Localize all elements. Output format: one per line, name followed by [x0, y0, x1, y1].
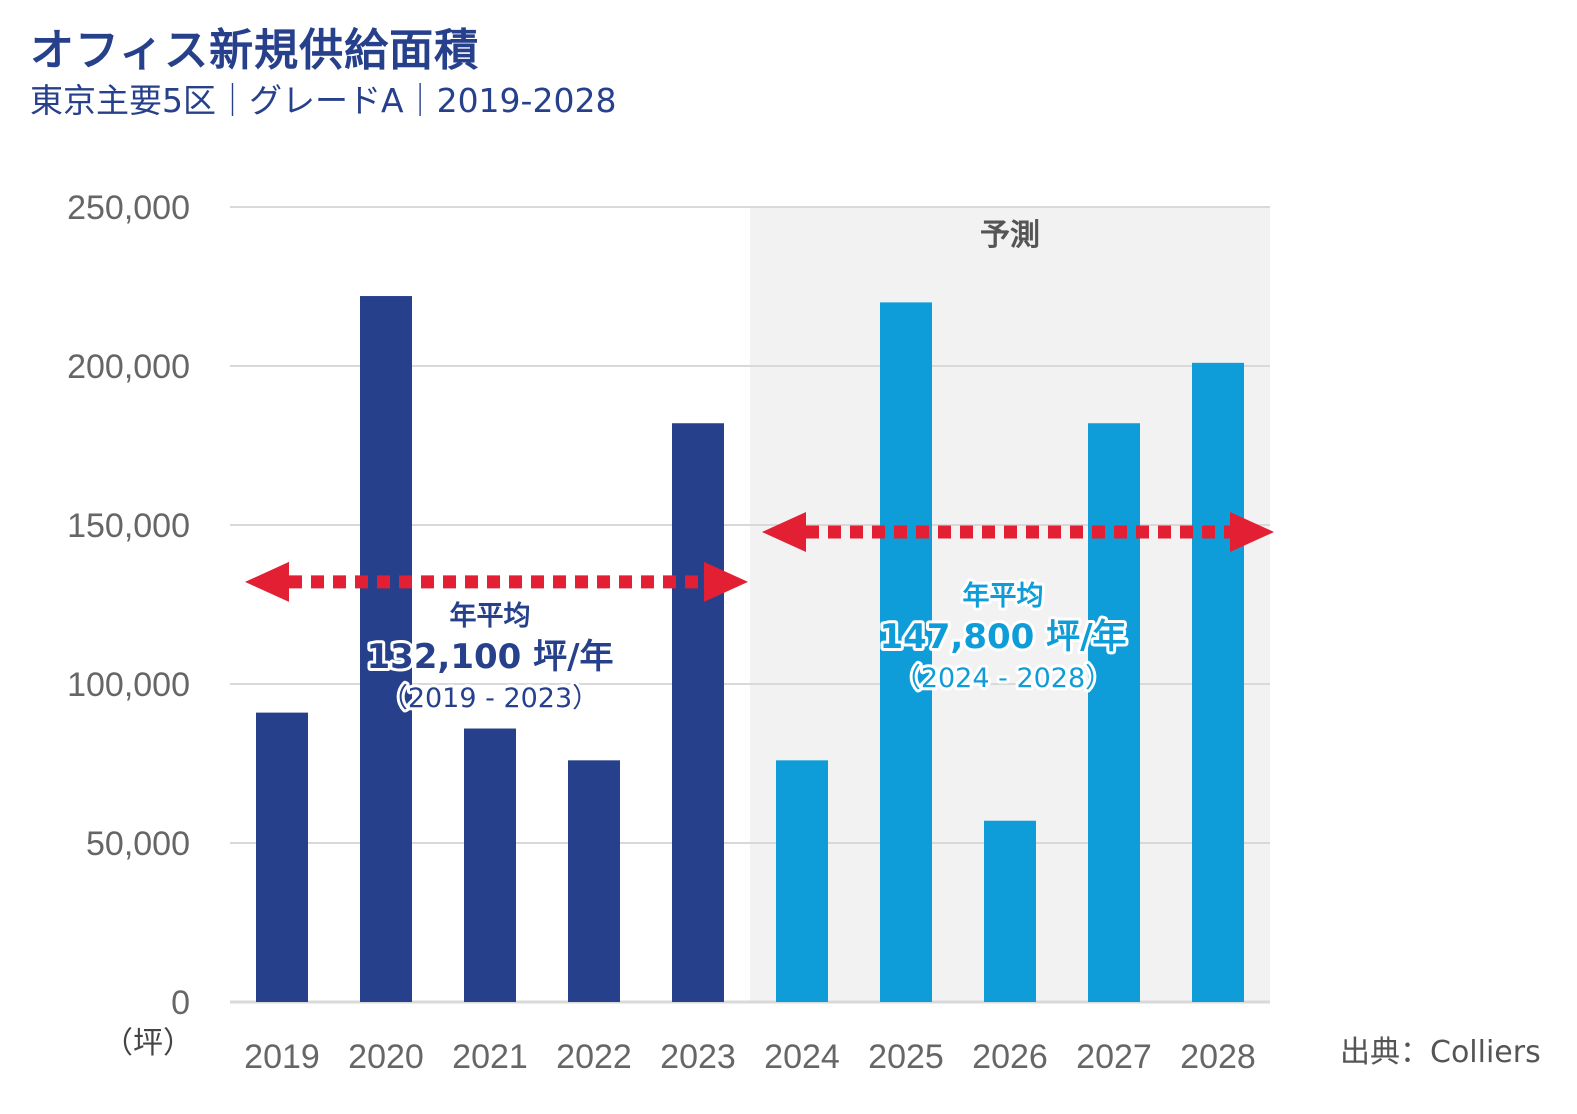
x-tick-label: 2020 — [348, 1038, 424, 1076]
bar-2019 — [256, 712, 308, 1002]
bar-2028 — [1192, 362, 1244, 1002]
arrow-left-head — [762, 511, 806, 552]
y-tick-label: 50,000 — [86, 825, 190, 863]
average-value: 147,800 坪/年 — [879, 617, 1126, 657]
source-credit: 出典：Colliers — [1340, 1035, 1541, 1070]
y-tick-label: 250,000 — [67, 189, 190, 227]
bar-2020 — [360, 296, 412, 1002]
average-period: （2024 - 2028） — [894, 663, 1112, 694]
arrow-right-head — [1230, 511, 1274, 552]
arrow-left-head — [245, 561, 289, 602]
x-tick-label: 2025 — [868, 1038, 944, 1076]
bar-2023 — [672, 423, 724, 1002]
x-tick-label: 2021 — [452, 1038, 528, 1076]
x-tick-label: 2022 — [556, 1038, 632, 1076]
x-tick-label: 2026 — [972, 1038, 1048, 1076]
forecast-label: 予測 — [980, 218, 1040, 253]
chart-title: オフィス新規供給面積 — [30, 25, 480, 76]
average-value: 132,100 坪/年 — [366, 637, 613, 677]
x-tick-label: 2019 — [244, 1038, 320, 1076]
bar-2026 — [984, 820, 1036, 1002]
y-tick-label: 0 — [171, 984, 190, 1022]
arrow-right-head — [704, 561, 748, 602]
y-tick-label: 200,000 — [67, 348, 190, 386]
x-tick-label: 2028 — [1180, 1038, 1256, 1076]
bar-2021 — [464, 728, 516, 1002]
y-tick-label: 150,000 — [67, 507, 190, 545]
bar-2024 — [776, 760, 828, 1002]
chart-subtitle: 東京主要5区｜グレードA｜2019-2028 — [30, 81, 617, 120]
y-axis-unit-label: （坪） — [103, 1026, 193, 1061]
bar-2027 — [1088, 423, 1140, 1002]
average-title: 年平均 — [963, 580, 1044, 612]
bar-2022 — [568, 760, 620, 1002]
x-tick-label: 2024 — [764, 1038, 840, 1076]
x-tick-label: 2027 — [1076, 1038, 1152, 1076]
average-period: （2019 - 2023） — [381, 683, 599, 714]
average-title: 年平均 — [450, 600, 531, 632]
y-tick-label: 100,000 — [67, 666, 190, 704]
x-tick-label: 2023 — [660, 1038, 736, 1076]
bar-2025 — [880, 302, 932, 1002]
